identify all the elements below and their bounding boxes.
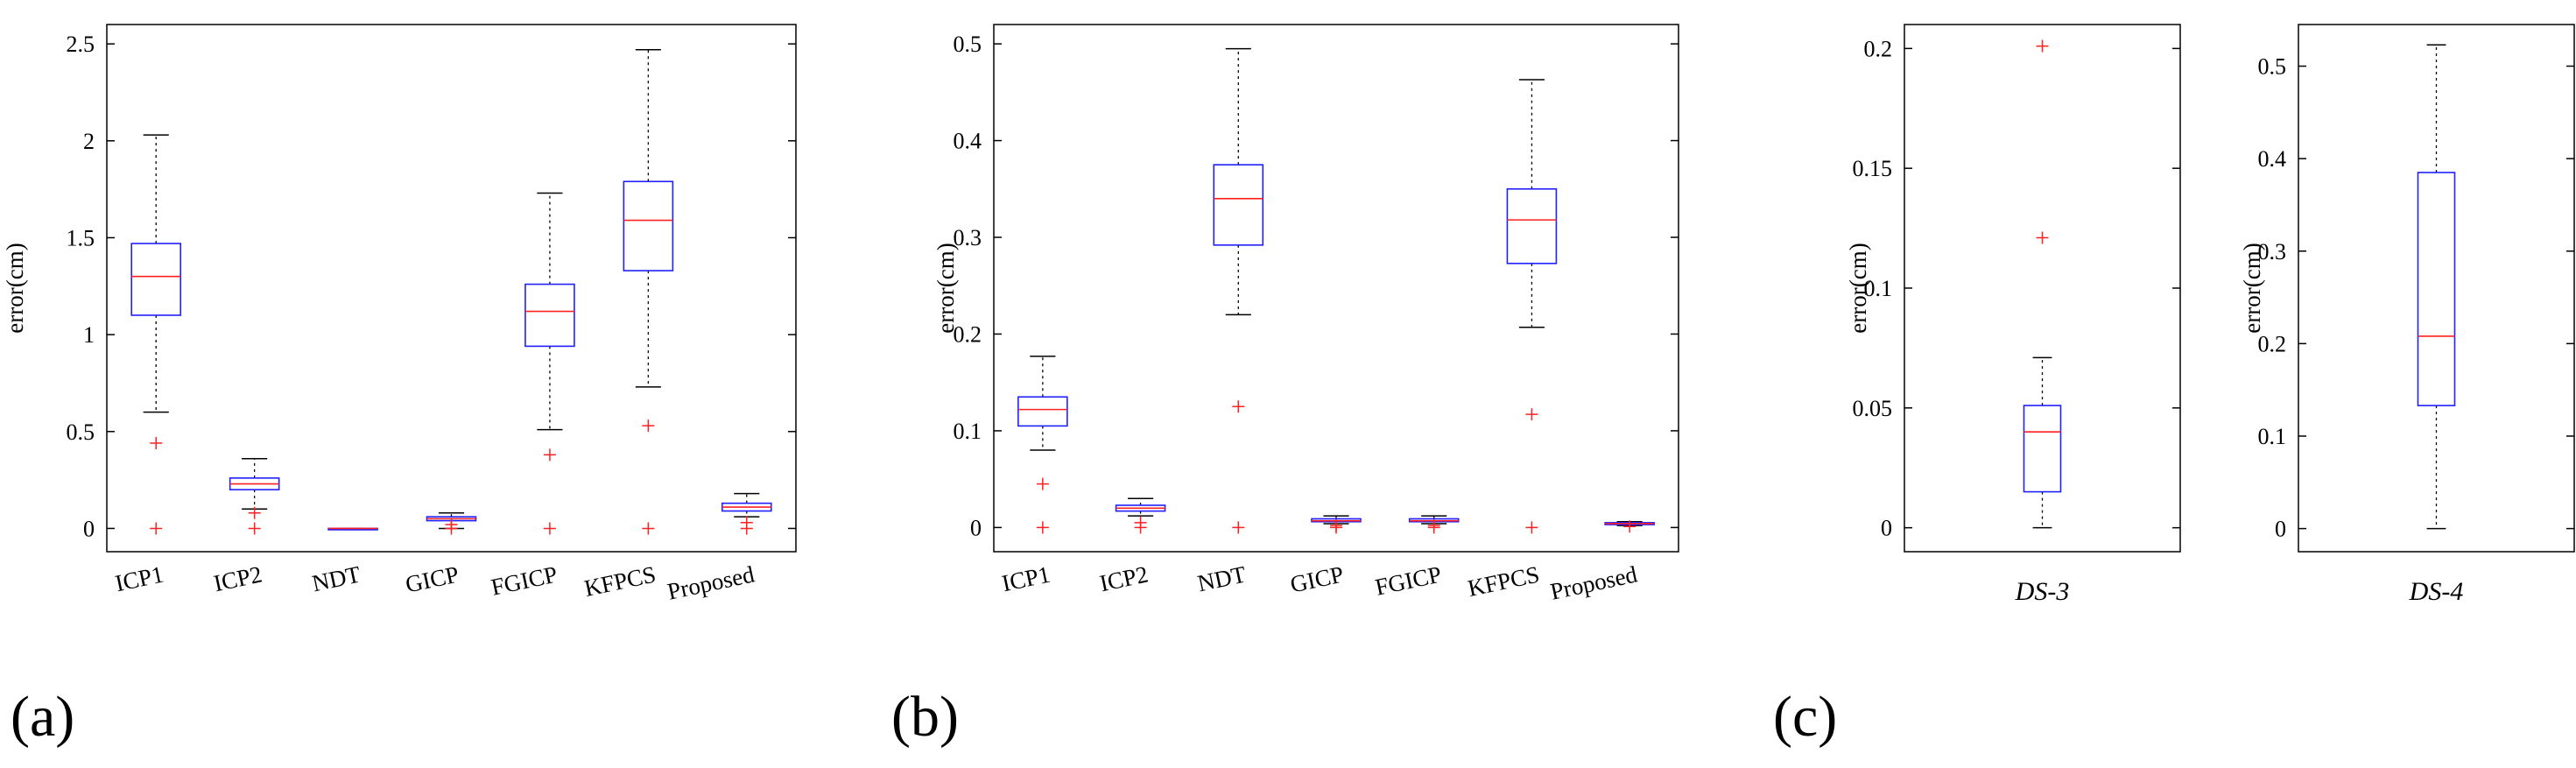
box-iqr <box>130 243 182 316</box>
y-tick-label: 0.15 <box>1853 156 1893 181</box>
box-iqr <box>2417 172 2456 406</box>
outlier-marker <box>543 448 556 462</box>
y-tick-label: 0.5 <box>954 32 982 57</box>
panel-label-a: (a) <box>11 685 74 749</box>
box-iqr <box>524 283 575 348</box>
outlier-marker <box>1134 521 1147 534</box>
y-tick-label: 1 <box>83 322 95 348</box>
outlier-marker <box>1525 521 1538 534</box>
y-tick-label: 0.2 <box>1864 36 1893 61</box>
outlier-marker <box>1427 521 1440 534</box>
y-tick-label: 0 <box>2275 517 2286 542</box>
outlier-marker <box>150 437 163 450</box>
outlier-marker <box>248 522 261 535</box>
outlier-marker <box>1525 408 1538 421</box>
outlier-marker <box>1232 521 1245 534</box>
outlier-marker <box>543 522 556 535</box>
panel-label-c: (c) <box>1773 685 1837 749</box>
y-tick-label: 0.4 <box>954 129 982 154</box>
box-iqr <box>1213 164 1264 246</box>
y-tick-label: 2.5 <box>67 32 95 57</box>
x-category-label: DS-4 <box>2409 577 2464 606</box>
y-tick-label: 1.5 <box>67 225 95 250</box>
outlier-marker <box>2036 231 2049 244</box>
plot-frame <box>993 24 1679 553</box>
y-tick-label: 0.5 <box>67 419 95 445</box>
outlier-marker <box>1036 477 1049 490</box>
box-iqr <box>1506 187 1558 264</box>
y-tick-label: 0.1 <box>2258 424 2287 449</box>
outlier-marker <box>150 522 163 535</box>
y-tick-label: 0 <box>1881 516 1892 541</box>
y-tick-label: 0.1 <box>954 419 982 444</box>
outlier-marker <box>2036 39 2049 53</box>
y-axis-title: error(cm) <box>1845 243 1871 333</box>
outlier-marker <box>1232 400 1245 413</box>
outlier-marker <box>1330 521 1342 534</box>
outlier-marker <box>1036 521 1049 534</box>
y-axis-title: error(cm) <box>2239 243 2265 333</box>
outlier-marker <box>1623 520 1636 533</box>
y-tick-label: 0.3 <box>954 225 982 250</box>
y-tick-label: 2 <box>83 129 95 154</box>
plot-frame <box>2298 24 2575 553</box>
outlier-marker <box>248 506 261 519</box>
y-axis-title: error(cm) <box>2 243 28 333</box>
box-iqr <box>1017 396 1068 427</box>
outlier-marker <box>740 522 753 535</box>
y-tick-label: 0 <box>970 515 982 540</box>
outlier-marker <box>445 522 458 535</box>
y-axis-title: error(cm) <box>933 243 959 333</box>
y-tick-label: 0.2 <box>2258 331 2287 356</box>
y-tick-label: 0.4 <box>2258 146 2287 172</box>
box-iqr <box>2023 405 2062 493</box>
y-tick-label: 0.05 <box>1853 396 1893 421</box>
panel-c-ds3-chart: 0 0.05 0.1 0.15 0.2 error(cm) DS-3 <box>1845 24 2181 606</box>
outlier-marker <box>642 419 655 433</box>
box-iqr <box>623 180 674 271</box>
y-tick-label: 0.1 <box>1864 276 1893 301</box>
y-tick-label: 0.3 <box>2258 239 2287 264</box>
x-category-label: DS-3 <box>2015 577 2070 606</box>
outlier-marker <box>642 522 655 535</box>
y-tick-label: 0.5 <box>2258 54 2287 80</box>
panel-c-ds4-chart: 0 0.1 0.2 0.3 0.4 0.5 error(cm) DS-4 <box>2239 24 2575 606</box>
plot-frame <box>106 24 797 553</box>
panel-label-b: (b) <box>891 685 959 749</box>
y-tick-label: 0 <box>83 516 95 541</box>
y-tick-label: 0.2 <box>954 321 982 347</box>
